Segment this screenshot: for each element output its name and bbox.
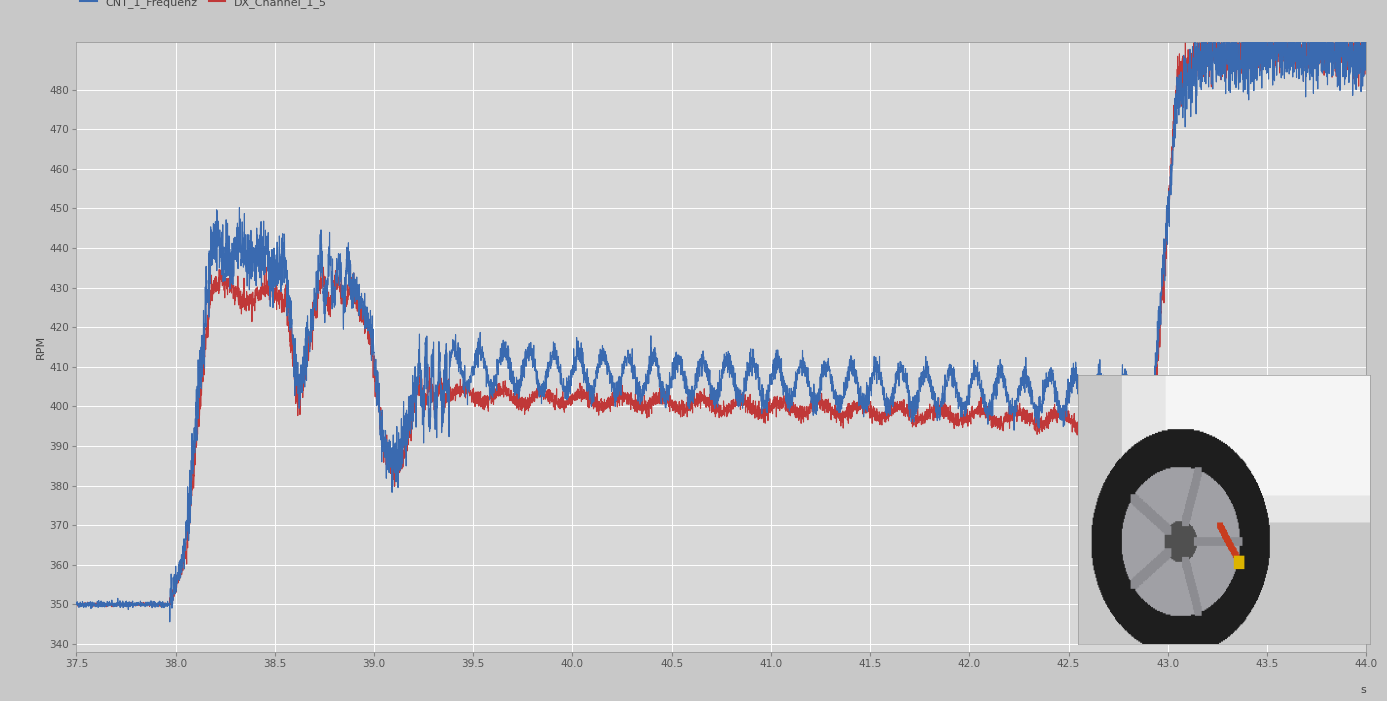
Legend: CNT_1_Frequenz, DX_Channel_1_5: CNT_1_Frequenz, DX_Channel_1_5	[75, 0, 331, 13]
Y-axis label: RPM: RPM	[36, 335, 46, 359]
Text: s: s	[1361, 686, 1366, 695]
